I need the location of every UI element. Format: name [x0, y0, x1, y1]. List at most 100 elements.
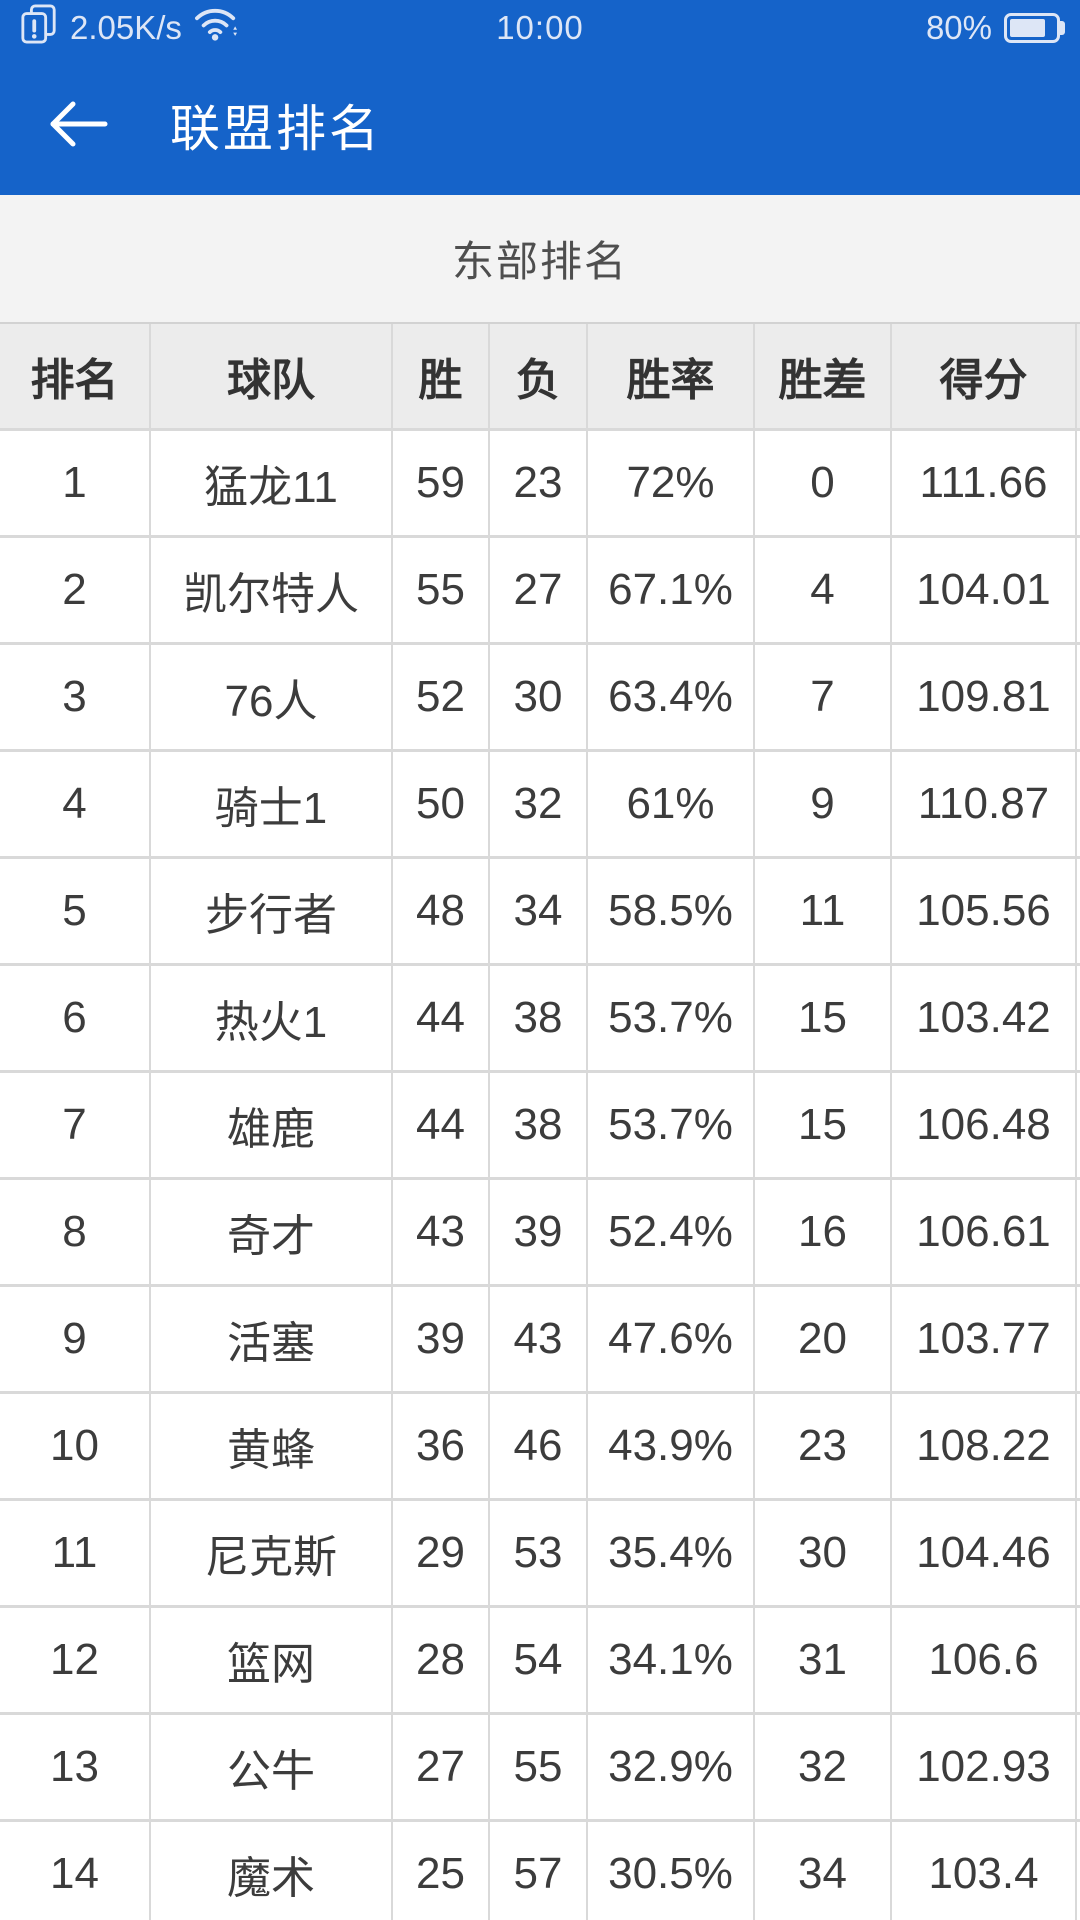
table-cell: 29 — [393, 1501, 490, 1605]
table-cell: 63.4% — [588, 645, 755, 749]
table-cell: 53.7% — [588, 966, 755, 1070]
table-cell: 28 — [393, 1608, 490, 1712]
table-cell: 15 — [755, 1073, 892, 1177]
table-cell: 57 — [490, 1822, 588, 1920]
table-row: 10 黄蜂 36 46 43.9% 23 108.22 — [0, 1394, 1080, 1501]
table-cell: 67.1% — [588, 538, 755, 642]
table-cell: 公牛 — [151, 1715, 393, 1819]
table-cell: 凯尔特人 — [151, 538, 393, 642]
table-cell: 9 — [755, 752, 892, 856]
table-row: 6 热火1 44 38 53.7% 15 103.42 — [0, 966, 1080, 1073]
column-header-gb: 胜差 — [755, 324, 892, 428]
table-cell: 2 — [0, 538, 151, 642]
table-cell: 34 — [490, 859, 588, 963]
table-row: 9 活塞 39 43 47.6% 20 103.77 — [0, 1287, 1080, 1394]
status-left-group: 2.05K/s — [20, 0, 240, 55]
table-cell: 27 — [490, 538, 588, 642]
table-cell: 4 — [755, 538, 892, 642]
table-cell: 109.81 — [892, 645, 1077, 749]
table-row: 2 凯尔特人 55 27 67.1% 4 104.01 — [0, 538, 1080, 645]
table-cell: 54 — [490, 1608, 588, 1712]
table-cell: 104.46 — [892, 1501, 1077, 1605]
table-cell: 尼克斯 — [151, 1501, 393, 1605]
table-cell: 雄鹿 — [151, 1073, 393, 1177]
table-row: 4 骑士1 50 32 61% 9 110.87 — [0, 752, 1080, 859]
table-row: 11 尼克斯 29 53 35.4% 30 104.46 — [0, 1501, 1080, 1608]
table-cell: 47.6% — [588, 1287, 755, 1391]
standings-table-body: 1 猛龙11 59 23 72% 0 111.66 2 凯尔特人 55 27 67.1% 4 104.01… — [0, 431, 1080, 1920]
table-cell: 7 — [0, 1073, 151, 1177]
floating-window-icon — [20, 3, 58, 53]
table-cell: 53.7% — [588, 1073, 755, 1177]
column-header-losses: 负 — [490, 324, 588, 428]
table-cell: 15 — [755, 966, 892, 1070]
table-cell: 58.5% — [588, 859, 755, 963]
table-cell: 13 — [0, 1715, 151, 1819]
table-cell: 106.6 — [892, 1608, 1077, 1712]
table-cell: 12 — [0, 1608, 151, 1712]
table-cell: 106.61 — [892, 1180, 1077, 1284]
table-row: 3 76人 52 30 63.4% 7 109.81 — [0, 645, 1080, 752]
table-cell: 14 — [0, 1822, 151, 1920]
table-cell: 4 — [0, 752, 151, 856]
table-cell: 43 — [490, 1287, 588, 1391]
status-time: 10:00 — [496, 8, 584, 46]
column-header-winpct: 胜率 — [588, 324, 755, 428]
table-cell: 103.77 — [892, 1287, 1077, 1391]
column-header-team: 球队 — [151, 324, 393, 428]
table-cell: 48 — [393, 859, 490, 963]
table-cell: 53 — [490, 1501, 588, 1605]
table-cell: 30 — [755, 1501, 892, 1605]
table-cell: 32.9% — [588, 1715, 755, 1819]
table-cell: 奇才 — [151, 1180, 393, 1284]
table-cell: 魔术 — [151, 1822, 393, 1920]
table-cell: 23 — [755, 1394, 892, 1498]
table-cell: 11 — [755, 859, 892, 963]
table-cell: 猛龙11 — [151, 431, 393, 535]
table-cell: 篮网 — [151, 1608, 393, 1712]
table-cell: 27 — [393, 1715, 490, 1819]
section-header: 东部排名 — [0, 195, 1080, 322]
table-cell: 38 — [490, 1073, 588, 1177]
table-cell: 5 — [0, 859, 151, 963]
table-cell: 43 — [393, 1180, 490, 1284]
table-row: 12 篮网 28 54 34.1% 31 106.6 — [0, 1608, 1080, 1715]
table-cell: 105.56 — [892, 859, 1077, 963]
column-header-points: 得分 — [892, 324, 1077, 428]
table-cell: 25 — [393, 1822, 490, 1920]
table-row: 1 猛龙11 59 23 72% 0 111.66 — [0, 431, 1080, 538]
table-cell: 32 — [490, 752, 588, 856]
section-title: 东部排名 — [451, 238, 628, 285]
table-cell: 36 — [393, 1394, 490, 1498]
table-cell: 黄蜂 — [151, 1394, 393, 1498]
table-cell: 59 — [393, 431, 490, 535]
standings-table: 排名 球队 胜 负 胜率 胜差 得分 1 猛龙11 59 23 72% 0 111.66 2 凯… — [0, 322, 1080, 1920]
column-header-rank: 排名 — [0, 324, 151, 428]
table-cell: 52 — [393, 645, 490, 749]
back-button[interactable] — [38, 85, 118, 165]
table-cell: 39 — [490, 1180, 588, 1284]
table-cell: 108.22 — [892, 1394, 1077, 1498]
table-cell: 104.01 — [892, 538, 1077, 642]
table-cell: 16 — [755, 1180, 892, 1284]
table-cell: 30 — [490, 645, 588, 749]
battery-icon — [1004, 12, 1065, 43]
table-cell: 7 — [755, 645, 892, 749]
table-cell: 106.48 — [892, 1073, 1077, 1177]
table-cell: 43.9% — [588, 1394, 755, 1498]
wifi-icon — [194, 3, 240, 53]
battery-percent: 80% — [925, 8, 992, 46]
table-cell: 44 — [393, 1073, 490, 1177]
table-cell: 55 — [490, 1715, 588, 1819]
table-cell: 72% — [588, 431, 755, 535]
column-header-wins: 胜 — [393, 324, 490, 428]
table-cell: 46 — [490, 1394, 588, 1498]
table-cell: 0 — [755, 431, 892, 535]
table-cell: 3 — [0, 645, 151, 749]
table-cell: 活塞 — [151, 1287, 393, 1391]
table-cell: 34 — [755, 1822, 892, 1920]
table-cell: 20 — [755, 1287, 892, 1391]
page-title: 联盟排名 — [170, 101, 382, 157]
table-cell: 103.4 — [892, 1822, 1077, 1920]
